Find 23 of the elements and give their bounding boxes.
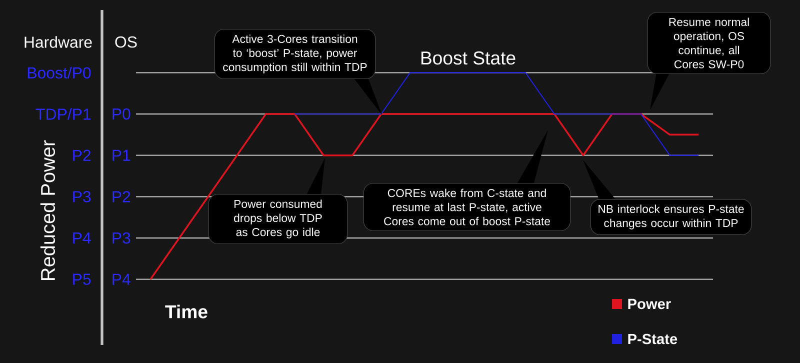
text: P2 xyxy=(112,191,130,202)
annotation: NB interlock ensures P-state changes occur within TDP xyxy=(598,204,744,230)
text: Hardware xyxy=(24,36,92,48)
annotation: Power consumed drops below TDP as Cores go idle xyxy=(234,200,322,238)
text: P3 xyxy=(112,232,130,244)
text: P5 xyxy=(73,274,91,285)
text: P0 xyxy=(112,108,130,120)
x-axis-title: Time xyxy=(165,304,208,318)
legend-label: Power xyxy=(628,298,671,310)
text: P2 xyxy=(73,150,91,161)
text: Boost/P0 xyxy=(28,66,91,79)
text: P4 xyxy=(112,274,130,285)
legend-label: P-State xyxy=(628,334,678,344)
y-axis-title: Reduced Power xyxy=(40,140,56,280)
text: TDP/P1 xyxy=(36,108,91,120)
text: P1 xyxy=(112,150,130,161)
annotation: COREs wake from C-state and resume at last P-state, active Cores come out of boost P-state xyxy=(384,188,550,226)
text: Resume normal operation, OS continue, all Cores SW-P0 xyxy=(669,18,749,68)
text: Boost State xyxy=(421,51,516,65)
annotation: Active 3-Cores transition to ‘boost’ P-state, power consumption still within TDP xyxy=(223,34,367,74)
text: P4 xyxy=(73,232,91,244)
text: OS xyxy=(115,36,137,48)
text: P3 xyxy=(73,191,91,202)
